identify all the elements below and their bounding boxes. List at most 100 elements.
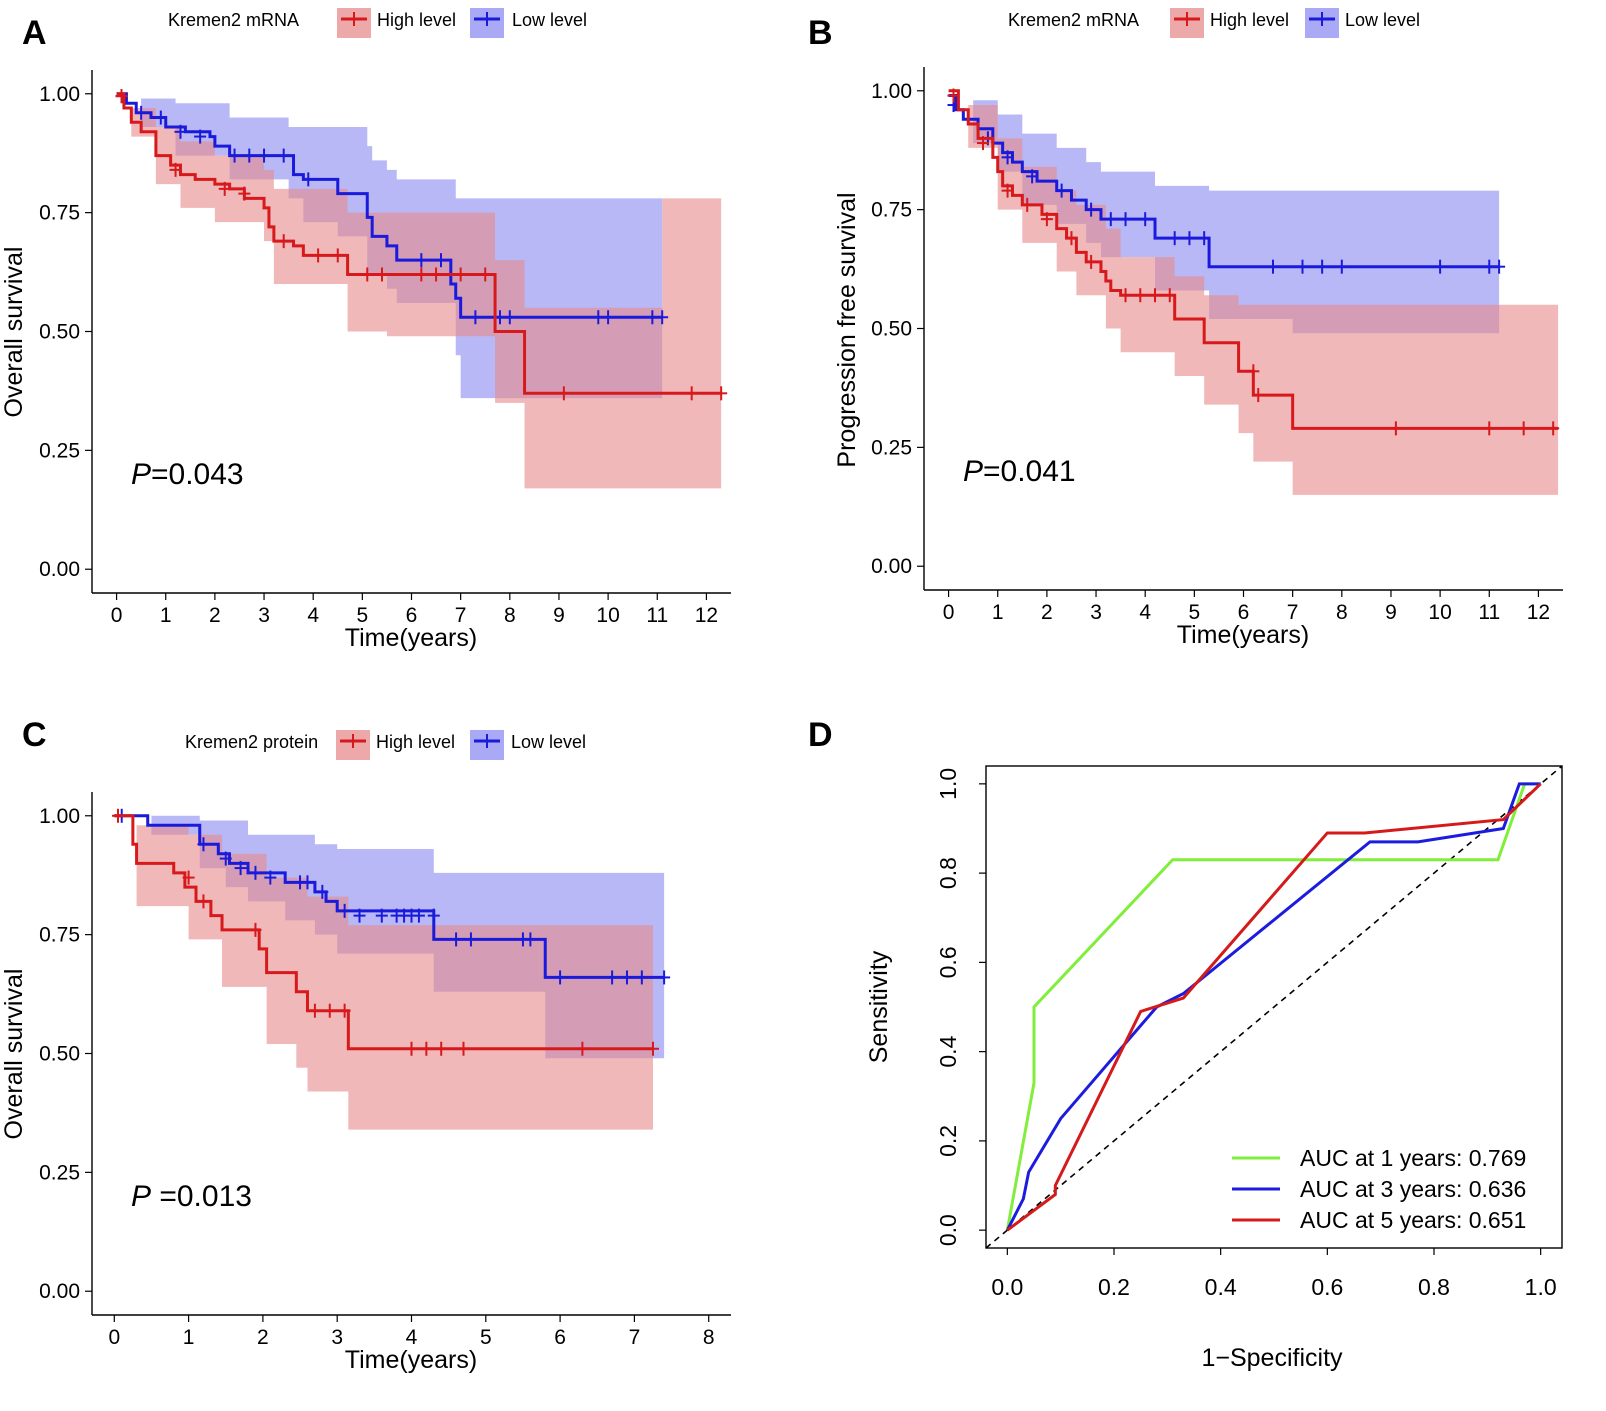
censor-mark-high-b: [1085, 254, 1098, 269]
ci-band-high-b: [948, 90, 1559, 495]
censor-mark-high-a: [454, 267, 467, 282]
legend-item-high-a: High level: [337, 8, 456, 38]
x-tick-label-d: 0.6: [1311, 1274, 1343, 1300]
y-tick-label-d: 0.0: [935, 1214, 961, 1246]
censor-mark-low-c: [353, 908, 366, 923]
censor-mark-low-a: [228, 148, 241, 163]
y-axis-title-a: Overall survival: [0, 247, 28, 418]
censor-mark-low-c: [464, 932, 477, 947]
censor-mark-low-b: [1026, 169, 1039, 184]
censor-mark-high-a: [312, 248, 325, 263]
y-tick-label-d: 1.0: [935, 768, 961, 800]
x-tick-label-a: 9: [553, 604, 565, 627]
ci-band-high-a: [116, 93, 722, 489]
y-tick-label-d: 0.2: [935, 1125, 961, 1157]
censor-mark-high-c: [249, 922, 262, 937]
censor-mark-high-c: [197, 894, 210, 909]
censor-mark-low-a: [154, 110, 167, 125]
censor-mark-high-b: [1134, 288, 1147, 303]
censor-mark-high-b: [1040, 212, 1053, 227]
censor-mark-high-c: [576, 1041, 589, 1056]
censor-mark-high-a: [479, 267, 492, 282]
y-axis-title-c: Overall survival: [0, 969, 28, 1140]
censor-mark-high-a: [169, 162, 182, 177]
censor-mark-low-b: [1434, 259, 1447, 274]
censor-mark-high-c: [182, 870, 195, 885]
x-tick-label-c: 7: [629, 1326, 641, 1349]
censor-mark-low-a: [602, 310, 615, 325]
y-tick-label-b: 0.25: [871, 436, 912, 459]
censor-mark-low-a: [302, 172, 315, 187]
x-tick-label-b: 3: [1090, 601, 1102, 624]
y-tick-label-a: 0.25: [39, 439, 80, 462]
p-value-symbol-a: P: [131, 458, 151, 491]
x-tick-label-a: 7: [455, 604, 467, 627]
panel-letter-d: D: [808, 716, 833, 754]
x-tick-label-a: 4: [307, 604, 319, 627]
censor-mark-high-a: [331, 248, 344, 263]
x-axis-title-a: Time(years): [345, 624, 477, 652]
censor-mark-high-c: [338, 1003, 351, 1018]
p-value-a: P=0.043: [131, 458, 244, 491]
censor-mark-low-b: [1119, 212, 1132, 227]
censor-mark-high-a: [715, 386, 728, 401]
censor-mark-high-c: [435, 1041, 448, 1056]
censor-mark-high-a: [361, 267, 374, 282]
censor-mark-low-a: [174, 124, 187, 139]
censor-mark-high-c: [457, 1041, 470, 1056]
censor-mark-low-c: [301, 875, 314, 890]
censor-mark-high-b: [947, 88, 960, 103]
x-tick-label-c: 6: [554, 1326, 566, 1349]
x-tick-label-b: 8: [1336, 601, 1348, 624]
x-tick-label-a: 5: [357, 604, 369, 627]
censor-mark-low-b: [1316, 259, 1329, 274]
censor-mark-high-b: [1517, 421, 1530, 436]
legend-label-high-a: High level: [377, 10, 456, 30]
p-value-number-b: =0.041: [983, 455, 1076, 488]
censor-mark-low-a: [503, 310, 516, 325]
p-value-number-a: =0.043: [151, 458, 244, 491]
y-axis-title-b: Progression free survival: [833, 192, 861, 467]
censor-mark-high-c: [308, 1003, 321, 1018]
y-tick-label-c: 0.50: [39, 1043, 80, 1066]
y-tick-label-b: 0.75: [871, 199, 912, 222]
censor-mark-high-a: [238, 186, 251, 201]
x-tick-label-a: 11: [646, 604, 668, 627]
y-tick-label-a: 0.00: [39, 558, 80, 581]
y-tick-label-b: 0.50: [871, 318, 912, 341]
censor-mark-low-a: [258, 148, 271, 163]
x-tick-label-c: 3: [331, 1326, 343, 1349]
censor-mark-low-a: [469, 310, 482, 325]
censor-mark-low-c: [375, 908, 388, 923]
censor-mark-low-c: [234, 861, 247, 876]
censor-mark-low-a: [656, 310, 669, 325]
ticks-d: 0.0 0.2 0.4 0.6 0.8 1.0 0.0 0.2 0.4 0.6 0.8 1.0: [935, 768, 1557, 1300]
x-tick-label-c: 2: [257, 1326, 269, 1349]
roc-legend-label-5y: AUC at 5 years: 0.651: [1300, 1207, 1526, 1233]
p-value-symbol-c: P: [131, 1180, 151, 1213]
censor-mark-low-c: [554, 970, 567, 985]
x-tick-label-d: 0.8: [1418, 1274, 1450, 1300]
censor-mark-low-a: [243, 148, 256, 163]
roc-legend: AUC at 1 years: 0.769 AUC at 3 years: 0.…: [1232, 1145, 1526, 1233]
censor-mark-low-c: [606, 970, 619, 985]
legend-item-low-b: Low level: [1305, 8, 1420, 38]
x-tick-label-b: 1: [992, 601, 1004, 624]
censor-mark-high-c: [420, 1041, 433, 1056]
censor-mark-high-b: [1483, 421, 1496, 436]
ticks-c: 0 1 2 3 4 5 6 7 8 0.00 0.25 0.50 0.75 1.00: [39, 805, 714, 1349]
x-tick-label-c: 0: [108, 1326, 120, 1349]
censor-mark-low-b: [1055, 183, 1068, 198]
y-tick-label-d: 0.4: [935, 1035, 961, 1067]
legend-item-low-c: Low level: [470, 730, 586, 760]
y-tick-label-c: 0.75: [39, 924, 80, 947]
censor-mark-high-c: [112, 808, 125, 823]
x-tick-label-a: 2: [209, 604, 221, 627]
legend-label-low-c: Low level: [511, 732, 586, 752]
censor-mark-high-a: [277, 234, 290, 249]
legend-title-a: Kremen2 mRNA: [168, 10, 299, 30]
x-tick-label-a: 12: [695, 604, 718, 627]
legend-label-high-b: High level: [1210, 10, 1289, 30]
censor-mark-low-c: [658, 970, 671, 985]
y-tick-label-b: 0.00: [871, 555, 912, 578]
